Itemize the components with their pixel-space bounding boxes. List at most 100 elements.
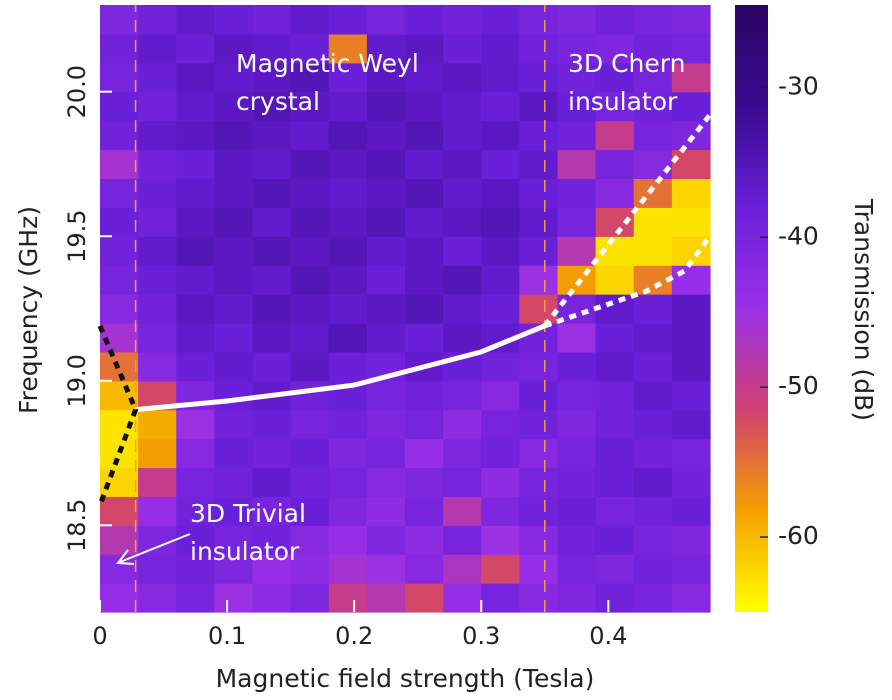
heatmap-cell [252,120,292,151]
heatmap-cell [328,149,368,180]
heatmap-cell [366,409,406,440]
heatmap-cell [405,525,444,555]
heatmap-cell [405,62,444,93]
heatmap-cell [595,351,635,382]
heatmap-cell [633,62,673,93]
heatmap-cell [443,525,482,555]
heatmap-cell [176,583,215,613]
heatmap-cell [671,525,711,555]
heatmap-cell [214,207,254,237]
heatmap-cell [176,554,215,584]
heatmap-cell [519,178,559,208]
heatmap-cell [138,62,177,93]
heatmap-cell [366,438,406,469]
heatmap-cell [671,409,711,440]
heatmap-cell [519,438,559,469]
heatmap-cell [252,33,292,64]
y-axis-label: Frequency (GHz) [14,206,43,414]
heatmap-cell [214,525,254,555]
x-tick-label: 0.4 [589,622,627,650]
heatmap-cell [443,583,482,613]
heatmap-cell [557,554,597,584]
heatmap-cell [366,207,406,237]
heatmap-cell [557,265,597,295]
heatmap-cell [519,236,559,266]
heatmap-cell [252,5,292,35]
heatmap-cell [252,351,292,382]
y-tick-label: 18.5 [63,499,91,552]
heatmap-cell [557,409,597,440]
heatmap-cell [176,62,215,93]
heatmap-cell [633,33,673,64]
heatmap-cell [443,149,482,180]
heatmap-cell [214,583,254,613]
heatmap-cell [557,33,597,64]
heatmap-cell [557,438,597,469]
heatmap-cell [633,496,673,526]
heatmap-cell [328,583,368,613]
heatmap-cell [252,554,292,584]
heatmap-cell [328,33,368,64]
heatmap-cell [100,467,139,497]
heatmap-cell [443,91,482,122]
heatmap-cell [481,178,520,208]
heatmap-cell [633,236,673,266]
heatmap-cell [519,554,559,584]
annotation: insulator [190,537,300,566]
heatmap-cell [366,62,406,93]
heatmap-cell [633,91,673,122]
heatmap-cell [328,62,368,93]
heatmap-cell [290,236,330,266]
heatmap-cell [595,409,635,440]
heatmap-cell [290,207,330,237]
heatmap-cell [443,380,482,411]
heatmap-cell [100,438,139,469]
overlay [97,5,713,612]
heatmap-cell [443,554,482,584]
heatmap-cell [595,5,635,35]
heatmap-cell [557,62,597,93]
heatmap-cell [328,322,368,353]
heatmap-cell [138,149,177,180]
heatmap-cell [138,467,177,497]
heatmap-cell [481,91,520,122]
heatmap-cell [138,294,177,324]
heatmap-cell [290,438,330,469]
heatmap-cell [557,207,597,237]
heatmap-cell [176,207,215,237]
heatmap-cell [100,33,139,64]
heatmap-cell [595,294,635,324]
heatmap-cell [519,91,559,122]
heatmap-cell [252,294,292,324]
heatmap-cell [176,525,215,555]
heatmap-cell [633,554,673,584]
heatmap-cell [443,207,482,237]
heatmap-cell [405,33,444,64]
heatmap-cell [214,120,254,151]
y-tick-label: 19.0 [63,354,91,407]
heatmap-cell [290,380,330,411]
x-axis-label: Magnetic field strength (Tesla) [216,664,595,693]
heatmap-cell [214,294,254,324]
heatmap-cell [405,380,444,411]
heatmap-cell [328,496,368,526]
heatmap-cell [176,91,215,122]
heatmap-cell [252,438,292,469]
heatmap-cell [481,380,520,411]
heatmap-cell [671,265,711,295]
heatmap-cell [366,525,406,555]
heatmap-cell [557,467,597,497]
heatmap-cell [405,583,444,613]
heatmap-cell [595,554,635,584]
heatmap-cell [481,467,520,497]
heatmap-cell [481,236,520,266]
heatmap-cell [633,467,673,497]
heatmap-cell [443,5,482,35]
heatmap-cell [366,5,406,35]
heatmap-cell [176,438,215,469]
heatmap-cell [405,322,444,353]
heatmap-cell [633,409,673,440]
heatmap-cell [557,236,597,266]
heatmap-cell [481,438,520,469]
heatmap-cell [100,149,139,180]
